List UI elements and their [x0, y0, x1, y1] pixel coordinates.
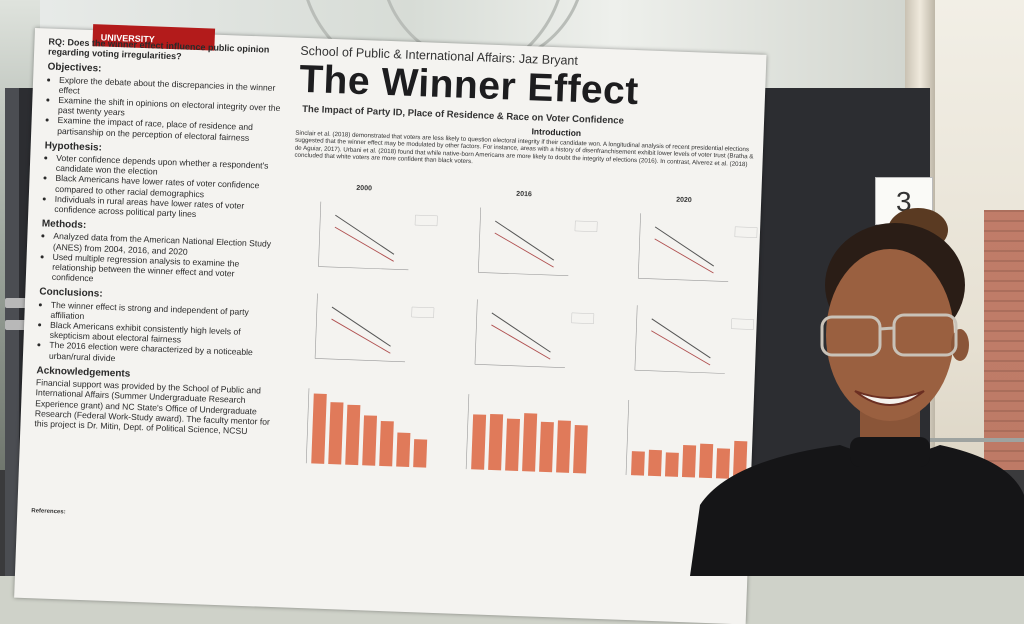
- bar: [328, 402, 344, 465]
- bar: [488, 413, 504, 471]
- results-figures-svg: 2000 2016 2020: [305, 185, 758, 480]
- glasses-right-lens: [892, 313, 958, 357]
- bar: [413, 439, 428, 468]
- plot-line: [331, 306, 391, 347]
- brick-wall: [984, 210, 1024, 490]
- methods-list: Analyzed data from the American National…: [40, 231, 280, 291]
- plot-y-axis: [314, 293, 318, 359]
- poster-number: 3: [896, 186, 912, 217]
- bar: [539, 421, 554, 473]
- bar-y-axis: [465, 394, 470, 470]
- bar: [396, 432, 411, 468]
- introduction-heading: Introduction: [531, 126, 582, 139]
- bar-y-axis: [305, 388, 310, 464]
- plot-line: [491, 324, 551, 360]
- bar: [681, 445, 697, 478]
- plot-x-axis: [474, 364, 565, 368]
- introduction-text: Sinclair et al. (2018) demonstrated that…: [294, 129, 754, 168]
- plot-line: [651, 318, 711, 359]
- plot-y-axis: [474, 299, 478, 365]
- bar: [732, 440, 748, 480]
- poster-left-column: RQ: Does the winner effect influence pub…: [34, 37, 286, 438]
- bar: [362, 415, 378, 466]
- plot-x-axis: [318, 266, 409, 271]
- plot-legend: [414, 214, 438, 227]
- bar: [698, 443, 714, 479]
- binder-clip: [5, 298, 31, 308]
- bar: [522, 413, 538, 472]
- plot-line: [651, 330, 711, 366]
- plot-line: [335, 214, 395, 255]
- bar: [631, 451, 645, 476]
- plot-line: [334, 226, 394, 262]
- plot-legend: [411, 306, 435, 319]
- results-figures: 2000 2016 2020: [279, 178, 761, 535]
- acknowledgements-text: Financial support was provided by the Sc…: [34, 377, 271, 436]
- smile: [854, 390, 925, 406]
- plot-x-axis: [634, 369, 725, 374]
- bar: [664, 452, 679, 477]
- plot-y-axis: [634, 305, 638, 371]
- plot-line: [654, 226, 715, 267]
- presenter-photo: [690, 208, 1024, 576]
- board-edge: [5, 88, 19, 576]
- bar: [648, 449, 662, 477]
- hypothesis-list: Voter confidence depends upon whether a …: [42, 152, 282, 222]
- objectives-list: Explore the debate about the discrepanci…: [45, 74, 285, 144]
- plot-legend: [571, 312, 595, 324]
- plot-legend: [731, 318, 755, 330]
- bar: [311, 393, 327, 464]
- black-turtleneck: [690, 445, 1024, 576]
- ear: [951, 329, 969, 361]
- plot-x-axis: [638, 277, 729, 282]
- plot-y-axis: [478, 207, 482, 273]
- plot-legend: [574, 220, 598, 232]
- bar: [471, 414, 487, 470]
- binder-clip: [5, 320, 31, 330]
- plot-line: [654, 238, 714, 274]
- turtleneck-collar: [850, 437, 930, 467]
- plot-line: [494, 232, 554, 268]
- figure-year-label: 2016: [516, 191, 532, 199]
- research-question: RQ: Does the winner effect influence pub…: [47, 36, 270, 62]
- bar-y-axis: [625, 399, 630, 475]
- plot-y-axis: [318, 201, 322, 267]
- plot-legend: [734, 226, 758, 238]
- figure-year-label: 2000: [356, 185, 372, 193]
- bar: [379, 420, 394, 467]
- glasses-bridge: [879, 326, 895, 331]
- bar: [715, 448, 731, 479]
- plot-y-axis: [637, 213, 641, 279]
- references-heading: References:: [31, 508, 66, 516]
- figure-year-label: 2020: [676, 197, 692, 205]
- glasses-left-lens: [820, 315, 882, 357]
- research-poster: UNIVERSITY RQ: Does the winner effect in…: [14, 24, 767, 624]
- conclusions-list: The winner effect is strong and independ…: [37, 299, 277, 369]
- plot-line: [494, 220, 555, 261]
- face: [826, 249, 954, 421]
- bar: [556, 420, 571, 473]
- bar: [573, 425, 588, 474]
- bar: [505, 418, 520, 471]
- plot-x-axis: [315, 358, 406, 363]
- bar: [345, 404, 361, 466]
- balcony-rail: [874, 438, 1024, 442]
- plot-line: [491, 312, 551, 353]
- plot-line: [331, 318, 391, 354]
- plot-x-axis: [478, 272, 569, 277]
